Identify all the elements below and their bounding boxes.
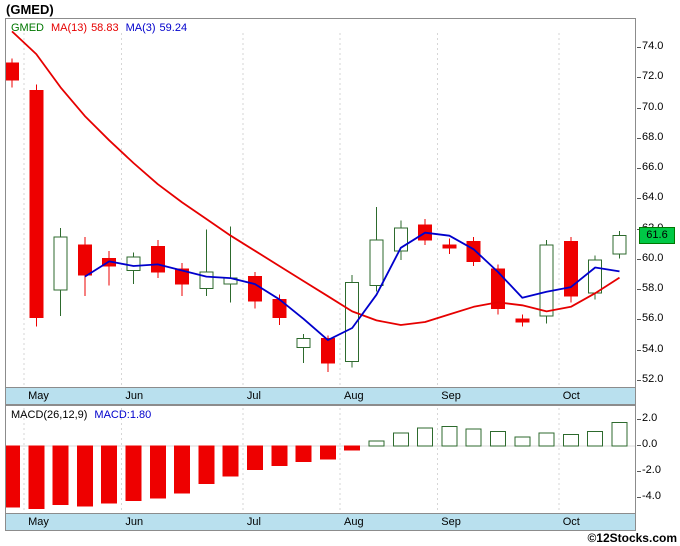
macd-params-label: MACD(26,12,9) [11, 409, 88, 421]
copyright: ©12Stocks.com [587, 531, 677, 545]
axis-tick [637, 137, 641, 139]
last-price-badge: 61.6 [639, 226, 675, 244]
ma3-label: MA(3) [125, 22, 156, 34]
macd-axis-label: 0.0 [642, 438, 658, 450]
macd-axis-label: -4.0 [642, 490, 661, 502]
axis-tick [637, 47, 641, 48]
axis-tick [637, 198, 641, 200]
macd-legend: MACD(26,12,9) MACD:1.80 [11, 409, 158, 421]
price-axis-label: 70.0 [642, 100, 664, 113]
price-chart-panel: GMED MA(13) 58.83 MA(3) 59.24 May Jun Jul Aug Se… [5, 18, 636, 405]
month-label: Oct [562, 516, 580, 528]
month-label: Oct [562, 390, 580, 402]
month-label: Jul [246, 390, 261, 402]
price-axis-label: 52.0 [642, 372, 664, 385]
macd-histogram [6, 408, 635, 513]
axis-tick [637, 258, 641, 260]
candlestick-chart [6, 30, 627, 387]
axis-tick [637, 471, 641, 472]
price-axis-label: 66.0 [642, 161, 664, 174]
price-xaxis-band: May Jun Jul Aug Sep Oct [6, 387, 635, 404]
price-legend: GMED MA(13) 58.83 MA(3) 59.24 [11, 22, 194, 34]
axis-tick [637, 168, 641, 170]
axis-tick [637, 379, 641, 381]
ma13-value: 58.83 [91, 22, 119, 34]
axis-tick [637, 319, 641, 321]
month-label: May [28, 390, 49, 402]
price-axis-label: 64.0 [642, 191, 664, 204]
price-axis-label: 58.0 [642, 282, 664, 295]
price-axis-label: 56.0 [642, 312, 664, 325]
ma13-label: MA(13) [51, 22, 88, 34]
price-axis-label: 68.0 [642, 130, 664, 143]
price-axis-label: 54.0 [642, 342, 664, 355]
axis-tick [637, 289, 641, 291]
axis-tick [637, 497, 641, 498]
axis-tick [637, 445, 641, 446]
macd-axis-label: -2.0 [642, 464, 661, 476]
macd-xaxis-band: May Jun Jul Aug Sep Oct [6, 513, 635, 530]
month-label: Aug [344, 516, 364, 528]
price-axis-label: 60.0 [642, 251, 664, 264]
ticker-label: GMED [11, 22, 44, 34]
price-axis-label: 72.0 [642, 70, 664, 83]
axis-tick [637, 349, 641, 351]
month-label: May [28, 516, 49, 528]
month-label: Jun [125, 516, 144, 528]
ma3-value: 59.24 [159, 22, 188, 34]
month-label: Sep [441, 516, 461, 528]
page-title: (GMED) [6, 2, 54, 17]
macd-axis-label: 2.0 [642, 412, 658, 424]
month-label: Aug [344, 390, 364, 402]
axis-tick [637, 107, 641, 109]
month-label: Jul [246, 516, 261, 528]
axis-tick [637, 77, 641, 79]
axis-tick [637, 419, 641, 420]
macd-chart-panel: MACD(26,12,9) MACD:1.80 May Jun Jul Aug Sep Oc… [5, 405, 636, 531]
month-label: Sep [441, 390, 461, 402]
month-label: Jun [125, 390, 144, 402]
price-axis-label: 74.0 [642, 40, 664, 52]
macd-value-label: MACD:1.80 [94, 409, 152, 421]
